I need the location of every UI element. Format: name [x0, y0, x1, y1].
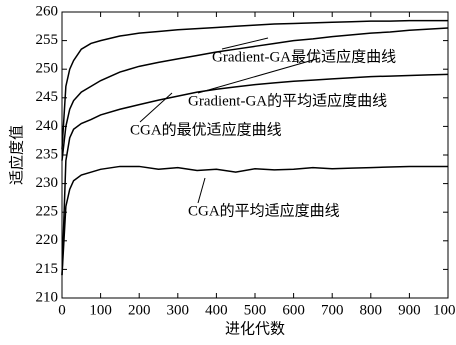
x-tick-label: 600	[282, 302, 305, 318]
annotation: Gradient-GA最优适应度曲线	[212, 47, 396, 65]
y-tick-label: 220	[36, 232, 59, 248]
annotation-arrow	[221, 37, 269, 50]
x-tick-label: 100	[89, 302, 112, 318]
y-tick-label: 245	[36, 89, 59, 105]
x-tick-label: 500	[244, 302, 267, 318]
series-line	[61, 27, 449, 161]
x-tick-label: 200	[128, 302, 151, 318]
annotation-arrow	[197, 177, 206, 204]
y-tick-label: 230	[36, 175, 59, 191]
x-tick-label: 400	[205, 302, 228, 318]
x-tick-label: 800	[360, 302, 383, 318]
annotation-arrow	[139, 92, 173, 123]
x-tick-label: 900	[398, 302, 421, 318]
y-tick-label: 240	[36, 118, 59, 134]
series-line	[61, 73, 449, 276]
series-line	[61, 19, 448, 150]
x-tick-label: 700	[321, 302, 344, 318]
x-axis-label: 进化代数	[225, 320, 285, 337]
series-line	[61, 165, 448, 276]
y-tick-label: 250	[36, 61, 59, 77]
y-tick-label: 255	[36, 32, 59, 48]
x-tick-label: 300	[167, 302, 190, 318]
y-tick-label: 225	[36, 204, 59, 220]
annotation: Gradient-GA的平均适应度曲线	[188, 91, 387, 109]
y-tick-label: 210	[36, 289, 59, 305]
x-tick-label: 0	[58, 302, 66, 318]
y-tick-label: 215	[36, 261, 59, 277]
annotation-arrow	[197, 57, 321, 94]
annotation: CGA的最优适应度曲线	[130, 120, 282, 138]
x-tick-label: 1000	[433, 302, 456, 318]
y-tick-label: 235	[36, 146, 59, 162]
y-axis-label: 适应度值	[7, 125, 25, 185]
annotation: CGA的平均适应度曲线	[188, 201, 340, 219]
y-tick-label: 260	[36, 3, 59, 19]
